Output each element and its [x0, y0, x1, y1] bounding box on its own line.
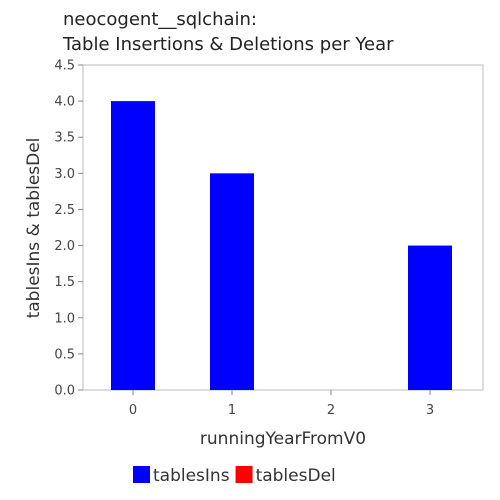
y-tick-label: 3.0 [54, 167, 75, 182]
y-tick-label: 0.0 [54, 384, 75, 399]
y-axis-label: tablesIns & tablesDel [24, 138, 44, 319]
plot-frame [82, 64, 484, 391]
legend-swatch-tablesDel [235, 466, 253, 483]
bar-tablesIns-1 [210, 173, 254, 390]
legend-label-tablesIns: tablesIns [153, 466, 230, 486]
plot-area: 0.0 0.5 1.0 1.5 2.0 2.5 3.0 3.5 4.0 4.5 0 1 2 3 [54, 59, 484, 418]
y-tick-label: 0.5 [54, 347, 75, 362]
legend: tablesIns tablesDel [133, 466, 336, 486]
chart-title-line-1: neocogent__sqlchain: [63, 9, 257, 30]
legend-label-tablesDel: tablesDel [256, 466, 336, 486]
y-tick-label: 1.0 [54, 311, 75, 326]
y-tick-label: 2.5 [54, 203, 75, 218]
x-tick-label: 1 [228, 403, 236, 418]
y-tick-label: 3.5 [54, 131, 75, 146]
chart-title-line-2: Table Insertions & Deletions per Year [62, 34, 394, 55]
y-tick-label: 4.0 [54, 95, 75, 110]
y-tick-label: 2.0 [54, 239, 75, 254]
bar-tablesIns-3 [408, 245, 452, 390]
x-axis-label: runningYearFromV0 [200, 429, 366, 449]
y-tick-label: 1.5 [54, 275, 75, 290]
legend-swatch-tablesIns [133, 466, 150, 483]
x-tick-label: 2 [327, 403, 335, 418]
y-tick-label: 4.5 [54, 59, 75, 74]
x-tick-label: 3 [426, 403, 434, 418]
x-tick-label: 0 [129, 403, 137, 418]
bar-tablesIns-0 [111, 101, 155, 390]
